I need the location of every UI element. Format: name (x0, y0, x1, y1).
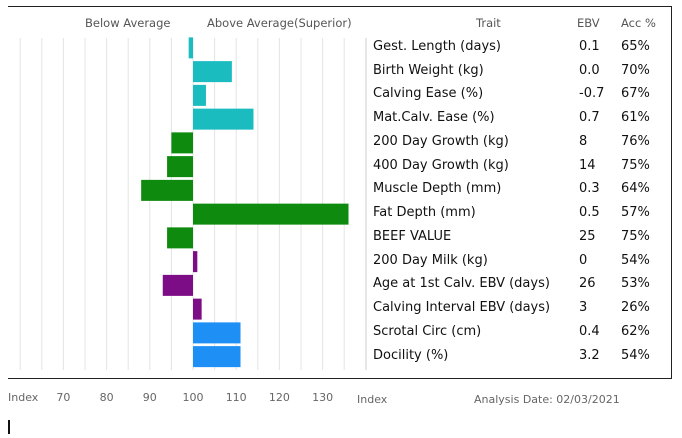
bar (193, 61, 232, 83)
ebv-value: 0.1 (579, 38, 600, 54)
frame-right-border (671, 6, 672, 378)
ebv-value: 0.7 (579, 110, 600, 126)
acc-value: 76% (621, 133, 650, 149)
trait-label: 400 Day Growth (kg) (373, 157, 509, 173)
bar (193, 346, 241, 368)
trait-label: Fat Depth (mm) (373, 205, 476, 221)
acc-value: 67% (621, 86, 650, 102)
trait-label: 200 Day Growth (kg) (373, 133, 509, 149)
trait-label: Scrotal Circ (cm) (373, 323, 482, 339)
bar (193, 203, 349, 225)
trait-label: Muscle Depth (mm) (373, 181, 502, 197)
ebv-value: 0.0 (579, 62, 600, 78)
ebv-value: 25 (579, 228, 596, 244)
x-axis-label-right: Index (357, 393, 388, 406)
bar (167, 227, 193, 249)
bar (141, 179, 193, 201)
ebv-value: 8 (579, 133, 588, 149)
frame-bottom-border (8, 378, 672, 379)
acc-value: 57% (621, 205, 650, 221)
bar (171, 132, 193, 154)
x-tick-label: 70 (56, 391, 71, 404)
bar (167, 156, 193, 178)
bar (188, 37, 193, 59)
trait-label: Birth Weight (kg) (373, 62, 484, 78)
bar (193, 298, 202, 320)
bar (162, 274, 193, 296)
x-tick-label: 80 (99, 391, 114, 404)
trait-label: Docility (%) (373, 347, 449, 363)
acc-value: 70% (621, 62, 650, 78)
ebv-value: 0.3 (579, 181, 600, 197)
trait-label: Calving Interval EBV (days) (373, 300, 551, 316)
ebv-value: 3 (579, 300, 588, 316)
x-tick-label: 100 (182, 391, 204, 404)
ebv-value: 0 (579, 252, 588, 268)
acc-value: 62% (621, 323, 650, 339)
legend-above-average: Above Average(Superior) (207, 16, 352, 30)
ebv-value: 0.4 (579, 323, 600, 339)
acc-value: 54% (621, 347, 650, 363)
x-tick-label: 110 (225, 391, 247, 404)
bar (193, 84, 206, 106)
legend-below-average: Below Average (85, 16, 171, 30)
acc-value: 64% (621, 181, 650, 197)
acc-value: 65% (621, 38, 650, 54)
bar (193, 108, 254, 130)
acc-value: 75% (621, 157, 650, 173)
x-tick-label: 90 (142, 391, 157, 404)
bar (193, 251, 198, 273)
header-ebv: EBV (577, 16, 600, 30)
trait-label: Age at 1st Calv. EBV (days) (373, 276, 550, 292)
trait-label: Mat.Calv. Ease (%) (373, 110, 495, 126)
analysis-date: Analysis Date: 02/03/2021 (474, 393, 620, 406)
text-cursor (8, 420, 10, 434)
header-acc: Acc % (621, 16, 656, 30)
ebv-value: 3.2 (579, 347, 600, 363)
x-tick-label: 130 (312, 391, 334, 404)
x-tick-label: 120 (268, 391, 290, 404)
header-trait: Trait (476, 16, 501, 30)
ebv-value: -0.7 (579, 86, 605, 102)
ebv-value: 0.5 (579, 205, 600, 221)
acc-value: 54% (621, 252, 650, 268)
bar (193, 322, 241, 344)
acc-value: 61% (621, 110, 650, 126)
trait-label: Calving Ease (%) (373, 86, 484, 102)
frame-top-border (8, 6, 672, 7)
ebv-value: 26 (579, 276, 596, 292)
acc-value: 53% (621, 276, 650, 292)
trait-label: BEEF VALUE (373, 228, 452, 244)
acc-value: 26% (621, 300, 650, 316)
acc-value: 75% (621, 228, 650, 244)
ebv-value: 14 (579, 157, 596, 173)
trait-label: Gest. Length (days) (373, 38, 502, 54)
trait-label: 200 Day Milk (kg) (373, 252, 488, 268)
x-axis-label-left: Index (8, 391, 39, 404)
